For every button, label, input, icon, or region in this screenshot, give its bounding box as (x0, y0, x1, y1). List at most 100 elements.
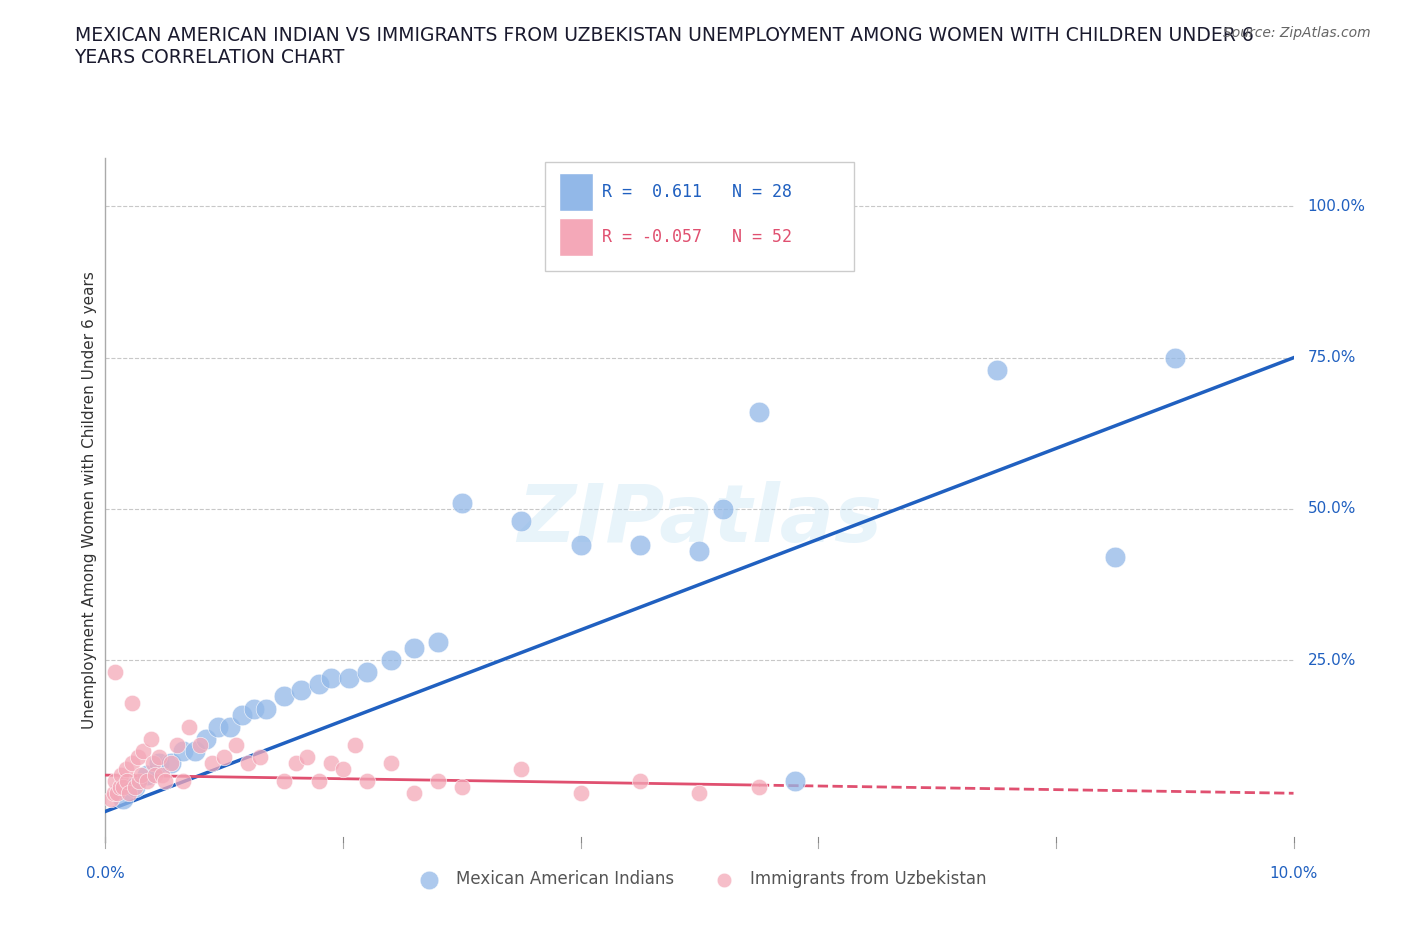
Point (308, 677, 330, 692)
Text: ZIPatlas: ZIPatlas (517, 482, 882, 559)
Point (308, 774, 330, 789)
Point (569, 786, 592, 801)
Point (380, 653, 402, 668)
Point (166, 737, 188, 752)
Point (356, 774, 378, 789)
Text: 10.0%: 10.0% (1270, 866, 1317, 881)
Point (254, 701, 277, 716)
Point (450, 496, 472, 511)
Text: 50.0%: 50.0% (1308, 501, 1357, 516)
Point (110, 767, 132, 782)
Point (190, 737, 212, 752)
Point (207, 719, 229, 734)
Point (118, 786, 141, 801)
Point (236, 755, 259, 770)
Point (290, 683, 312, 698)
Text: R =  0.611   N = 28: R = 0.611 N = 28 (602, 183, 792, 201)
Point (628, 774, 651, 789)
Point (183, 743, 205, 758)
Point (569, 538, 592, 552)
Text: R = -0.057   N = 52: R = -0.057 N = 52 (602, 228, 792, 246)
Point (321, 755, 343, 770)
Point (108, 779, 131, 794)
Point (273, 774, 295, 789)
Point (100, 791, 122, 806)
Point (124, 779, 146, 794)
Point (273, 689, 295, 704)
Point (112, 791, 135, 806)
Point (104, 774, 127, 789)
Point (510, 513, 533, 528)
Point (332, 762, 354, 777)
Point (152, 767, 174, 782)
Point (132, 743, 155, 758)
Point (689, 786, 711, 801)
Point (748, 779, 770, 794)
Point (177, 719, 200, 734)
Point (127, 750, 149, 764)
Text: MEXICAN AMERICAN INDIAN VS IMMIGRANTS FROM UZBEKISTAN UNEMPLOYMENT AMONG WOMEN W: MEXICAN AMERICAN INDIAN VS IMMIGRANTS FR… (75, 26, 1253, 45)
Point (711, 501, 734, 516)
Point (297, 750, 319, 764)
Point (628, 538, 651, 552)
Point (115, 774, 138, 789)
Point (225, 737, 247, 752)
FancyBboxPatch shape (560, 174, 592, 211)
Point (129, 767, 152, 782)
Point (1104, 550, 1126, 565)
Text: YEARS CORRELATION CHART: YEARS CORRELATION CHART (75, 48, 344, 67)
Point (356, 665, 378, 680)
Point (510, 762, 533, 777)
Point (128, 774, 150, 789)
Legend: Mexican American Indians, Immigrants from Uzbekistan: Mexican American Indians, Immigrants fro… (405, 863, 994, 895)
Point (148, 755, 170, 770)
Point (121, 695, 143, 710)
Point (172, 774, 194, 789)
Point (404, 786, 426, 801)
Point (114, 762, 136, 777)
Point (124, 779, 146, 794)
Text: Source: ZipAtlas.com: Source: ZipAtlas.com (1223, 26, 1371, 40)
FancyBboxPatch shape (560, 218, 592, 256)
Point (321, 671, 343, 685)
Point (427, 774, 450, 789)
Point (159, 755, 181, 770)
Y-axis label: Unemployment Among Women with Children Under 6 years: Unemployment Among Women with Children U… (82, 271, 97, 729)
Point (136, 774, 159, 789)
FancyBboxPatch shape (546, 162, 853, 271)
Point (136, 767, 159, 782)
Point (148, 750, 170, 764)
Point (121, 755, 143, 770)
Point (427, 634, 450, 649)
Point (404, 641, 426, 656)
Point (219, 719, 242, 734)
Text: 0.0%: 0.0% (86, 866, 125, 881)
Point (139, 731, 162, 746)
Point (689, 544, 711, 559)
Point (783, 774, 806, 789)
Point (284, 755, 307, 770)
Point (1164, 351, 1187, 365)
Text: 100.0%: 100.0% (1308, 199, 1365, 214)
Point (249, 750, 271, 764)
Text: 75.0%: 75.0% (1308, 351, 1357, 365)
Point (112, 779, 135, 794)
Point (105, 786, 128, 801)
Text: 25.0%: 25.0% (1308, 653, 1357, 668)
Point (380, 755, 402, 770)
Point (142, 755, 165, 770)
Point (153, 774, 176, 789)
Point (104, 665, 127, 680)
Point (450, 779, 472, 794)
Point (214, 750, 236, 764)
Point (103, 786, 125, 801)
Point (243, 701, 266, 716)
Point (201, 755, 224, 770)
Point (195, 731, 218, 746)
Point (337, 671, 360, 685)
Point (986, 363, 1008, 378)
Point (172, 743, 194, 758)
Point (343, 737, 366, 752)
Point (159, 755, 181, 770)
Point (231, 707, 253, 722)
